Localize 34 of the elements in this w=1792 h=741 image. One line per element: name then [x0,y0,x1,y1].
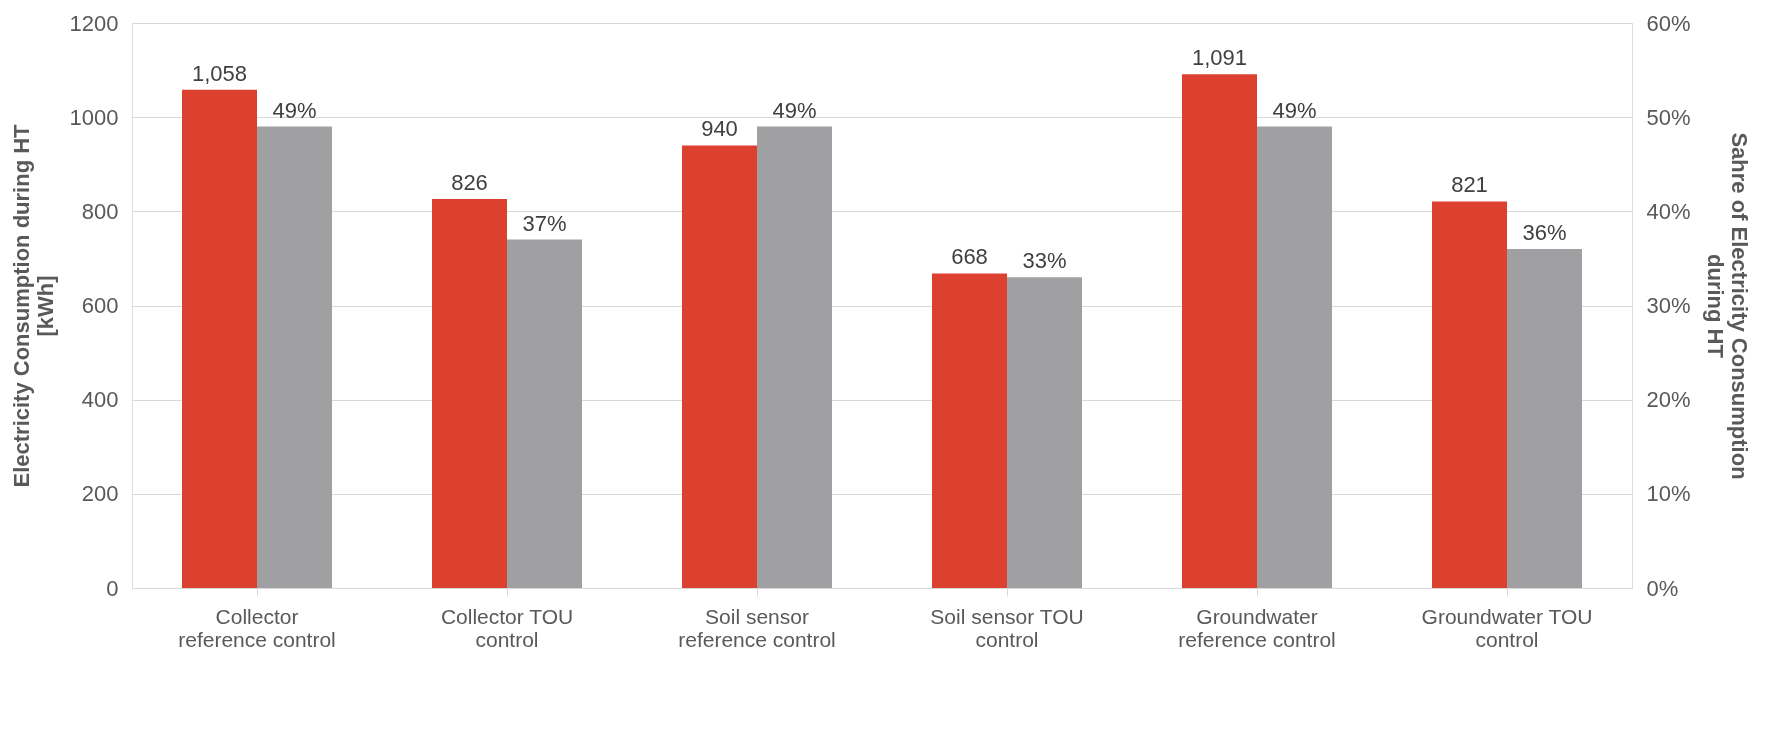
data-label: 1,058 [191,60,248,86]
x-tick-label: Collector TOU control [440,604,574,651]
data-label: 668 [951,244,988,270]
y2-tick-label: 30% [1646,293,1691,318]
y2-tick-label: 40% [1646,198,1691,224]
data-label: 49% [1272,97,1317,123]
y-tick-label: 0 [106,575,119,601]
data-label: 36% [1522,220,1567,245]
x-tick-label: Soil sensor TOU control [930,604,1084,651]
x-tick-label: Groundwater reference control [1178,604,1336,651]
data-label: 33% [1022,248,1067,274]
data-label: 49% [272,97,317,123]
y-tick-label: 400 [81,387,119,413]
y-tick-label: 800 [81,198,119,224]
y2-tick-label: 0% [1646,575,1679,601]
data-label: 826 [451,170,488,196]
x-tick-label: Groundwater TOU control [1421,604,1593,651]
y-tick-label: 1000 [69,104,119,130]
data-label: 49% [772,97,817,123]
data-label: 37% [522,210,567,236]
data-label: 821 [1451,172,1488,198]
data-label: 1,091 [1191,45,1248,71]
y-tick-label: 600 [81,293,119,318]
y-tick-label: 200 [81,481,119,507]
x-tick-label: Soil sensor reference control [678,604,836,651]
y2-tick-label: 60% [1646,10,1691,36]
x-tick-label: Collector reference control [178,604,336,651]
y2-axis-title: Sahre of Electricity Consumption during HT [1702,132,1752,480]
y-axis-title: Electricity Consumption during HT [kWh] [8,123,58,488]
y2-tick-label: 10% [1646,481,1691,507]
data-label: 940 [701,116,738,142]
y2-tick-label: 20% [1646,387,1691,413]
y2-tick-label: 50% [1646,104,1691,130]
y-tick-label: 1200 [69,10,119,36]
